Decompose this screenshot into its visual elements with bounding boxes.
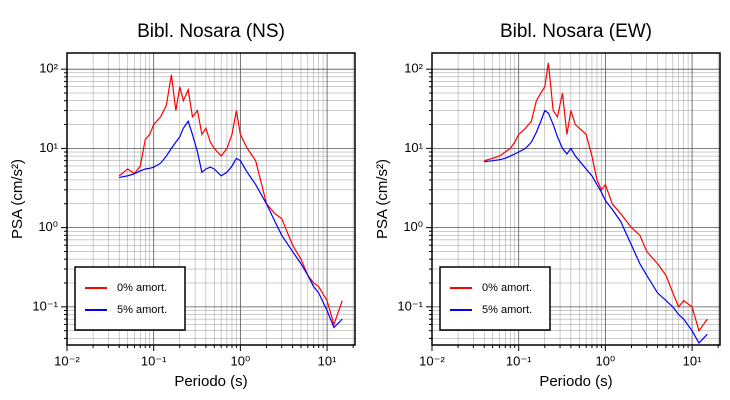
- data-line: [484, 109, 708, 344]
- y-tick-label: 10⁻¹: [32, 298, 58, 313]
- chart-title: Bibl. Nosara (EW): [500, 21, 652, 42]
- legend: 0% amort. 5% amort.: [439, 266, 551, 331]
- legend-label: 5% amort.: [482, 304, 532, 316]
- y-axis-label: PSA (cm/s²): [9, 159, 26, 239]
- x-tick-label: 10⁰: [596, 353, 616, 368]
- legend-label: 5% amort.: [117, 304, 167, 316]
- data-line: [484, 62, 708, 333]
- y-axis-label: PSA (cm/s²): [374, 159, 391, 239]
- y-tick-label: 10⁰: [38, 219, 58, 234]
- plot-frame: [66, 52, 356, 346]
- x-tick-label: 10⁻¹: [141, 353, 167, 368]
- data-line: [118, 74, 343, 327]
- legend-label: 0% amort.: [117, 282, 167, 294]
- legend: 0% amort. 5% amort.: [74, 266, 186, 331]
- y-tick-label: 10¹: [404, 140, 423, 155]
- legend-box: [74, 266, 186, 331]
- data-line: [119, 119, 343, 329]
- x-tick-label: 10¹: [318, 353, 337, 368]
- x-tick-label: 10⁻²: [419, 353, 445, 368]
- x-tick-label: 10⁻¹: [506, 353, 532, 368]
- y-tick-label: 10⁻¹: [397, 298, 423, 313]
- y-tick-label: 10²: [404, 61, 423, 76]
- x-axis-label: Periodo (s): [174, 373, 247, 390]
- x-tick-label: 10⁰: [231, 353, 251, 368]
- y-tick-label: 10²: [39, 61, 58, 76]
- x-tick-label: 10¹: [683, 353, 702, 368]
- x-axis-label: Periodo (s): [539, 373, 612, 390]
- y-tick-label: 10⁰: [403, 219, 423, 234]
- legend-box: [439, 266, 551, 331]
- y-tick-label: 10¹: [39, 140, 58, 155]
- plot-frame: [431, 52, 721, 346]
- legend-label: 0% amort.: [482, 282, 532, 294]
- chart-title: Bibl. Nosara (NS): [137, 21, 285, 42]
- x-tick-label: 10⁻²: [54, 353, 80, 368]
